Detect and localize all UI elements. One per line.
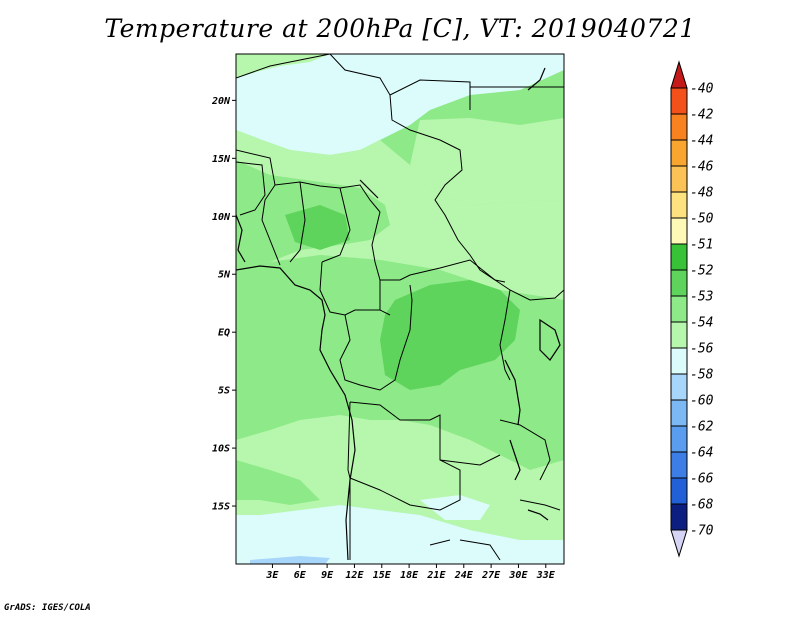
lon-tick-label: 33E <box>536 570 556 581</box>
colorbar-label: -64 <box>690 446 713 461</box>
colorbar-swatch <box>670 451 688 479</box>
field-cyan-south-patch <box>420 495 490 520</box>
lat-tick-label: 15N <box>212 154 231 165</box>
lat-tick-label: 10S <box>212 444 230 455</box>
colorbar-label: -68 <box>690 498 714 513</box>
lon-tick-label: 15E <box>373 570 392 581</box>
field-light-north-strip <box>236 54 330 78</box>
lon-tick-label: 30E <box>508 570 528 581</box>
colorbar-label: -51 <box>690 238 713 253</box>
colorbar-label: -44 <box>690 134 713 149</box>
field-light-ne <box>410 118 564 205</box>
colorbar: -40 -42 -44 -46 -48 -50 -51 -52 -53 -54 -56 -58 -60 -… <box>670 60 714 558</box>
lat-tick-label: 5S <box>218 386 230 397</box>
field-cyan-south <box>236 505 564 564</box>
colorbar-bottom-triangle <box>670 529 688 558</box>
longitude-axis: 3E 6E 9E 12E 15E 18E 21E 24E 27E 30E 33E <box>265 564 556 581</box>
field-light-sahel <box>236 130 564 300</box>
lat-tick-label: 20N <box>211 96 231 107</box>
colorbar-swatch <box>670 113 688 141</box>
temperature-field <box>236 54 564 564</box>
colorbar-swatch <box>670 243 688 271</box>
colorbar-swatch <box>670 477 688 505</box>
colorbar-swatch <box>670 373 688 401</box>
field-dark-nigeria <box>285 205 350 250</box>
colorbar-label: -50 <box>690 212 714 227</box>
map-frame <box>235 53 565 565</box>
lon-tick-label: 6E <box>294 570 307 581</box>
colorbar-swatch <box>670 321 688 349</box>
lon-tick-label: 27E <box>481 570 501 581</box>
colorbar-label: -66 <box>690 472 714 487</box>
colorbar-swatch <box>670 269 688 297</box>
field-mid-southwest <box>236 460 320 505</box>
colorbar-label: -60 <box>690 394 714 409</box>
lat-tick-label: 15S <box>212 502 230 513</box>
latitude-axis: 20N 15N 10N 5N EQ 5S 10S 15S <box>211 96 236 513</box>
colorbar-swatch <box>670 217 688 245</box>
field-cyan-north <box>236 54 564 155</box>
coastline <box>236 67 561 561</box>
lon-tick-label: 18E <box>400 570 419 581</box>
colorbar-label: -62 <box>690 420 714 435</box>
colorbar-swatch <box>670 295 688 323</box>
lon-tick-label: 9E <box>321 570 334 581</box>
colorbar-label: -58 <box>690 368 714 383</box>
field-dark-patch <box>440 310 490 350</box>
colorbar-label: -42 <box>690 108 714 123</box>
lat-tick-label: 10N <box>212 212 231 223</box>
field-blue-patch <box>250 556 330 564</box>
colorbar-swatch <box>670 165 688 193</box>
lon-tick-label: 3E <box>265 570 279 581</box>
lat-tick-label: 5N <box>218 270 231 281</box>
colorbar-label: -48 <box>690 186 714 201</box>
colorbar-label: -46 <box>690 160 714 175</box>
grads-credit: GrADS: IGES/COLA <box>4 603 91 613</box>
lon-tick-label: 21E <box>426 570 446 581</box>
colorbar-swatch <box>670 425 688 453</box>
colorbar-swatch <box>670 399 688 427</box>
colorbar-swatch <box>670 503 688 531</box>
colorbar-top-triangle <box>670 60 688 89</box>
colorbar-label: -54 <box>690 316 713 331</box>
colorbar-swatch <box>670 347 688 375</box>
colorbar-label: -53 <box>690 290 713 305</box>
country-borders <box>236 54 564 561</box>
colorbar-label: -56 <box>690 342 714 357</box>
lat-tick-label: EQ <box>218 328 230 339</box>
colorbar-label: -52 <box>690 264 714 279</box>
lon-tick-label: 24E <box>454 570 474 581</box>
colorbar-swatch <box>670 139 688 167</box>
lon-tick-label: 12E <box>345 570 364 581</box>
colorbar-swatch <box>670 87 688 115</box>
colorbar-label: -40 <box>690 82 714 97</box>
colorbar-label: -70 <box>690 524 714 539</box>
map-title: Temperature at 200hPa [C], VT: 201904072… <box>104 14 696 43</box>
colorbar-swatch <box>670 191 688 219</box>
